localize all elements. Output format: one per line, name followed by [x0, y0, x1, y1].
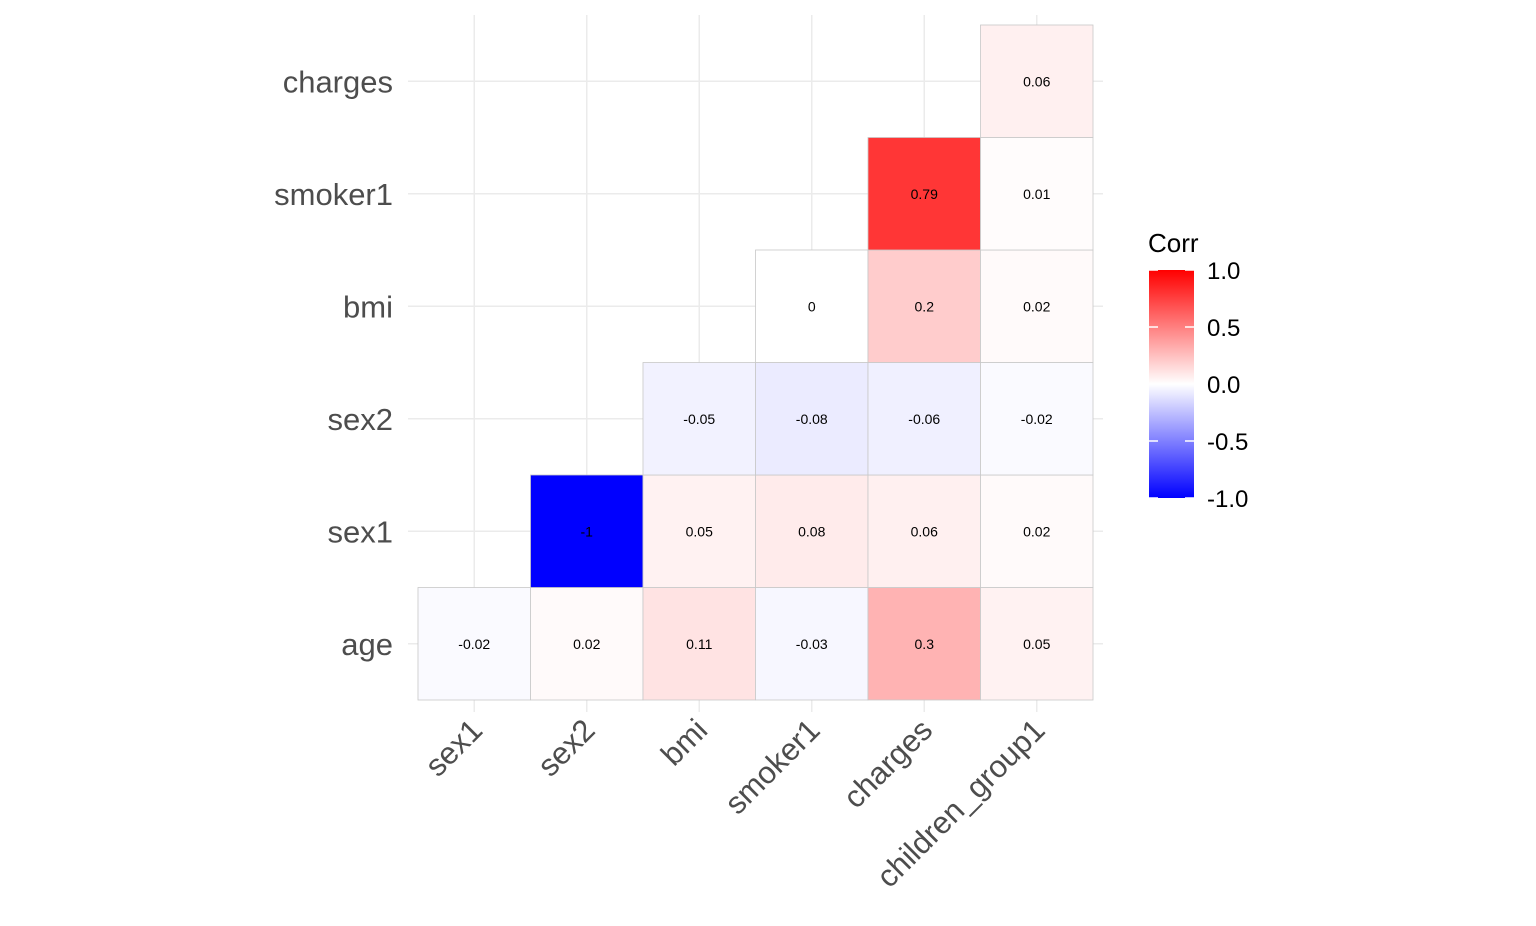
tile-sex1-bmi [642, 474, 756, 588]
heatmap-tiles [417, 24, 1094, 701]
legend-ticks: 1.0 0.5 0.0 -0.5 -1.0 [1149, 258, 1248, 513]
tile-sex2-smoker1 [755, 362, 869, 476]
cell-label-sex1-bmi: 0.05 [686, 523, 713, 539]
legend-label-1: 0.5 [1207, 315, 1240, 342]
cell-label-bmi-children-group1: 0.02 [1023, 298, 1050, 314]
cell-label-age-sex1: -0.02 [458, 636, 490, 652]
cell-label-age-bmi: 0.11 [686, 636, 712, 652]
x-tick-label-smoker1: smoker1 [718, 712, 827, 821]
x-tick-label-sex1: sex1 [418, 712, 489, 783]
cell-label-age-sex2: 0.02 [573, 636, 600, 652]
y-tick-label-bmi: bmi [343, 289, 393, 324]
y-tick-label-smoker1: smoker1 [274, 177, 393, 212]
cell-label-sex1-sex2: -1 [581, 523, 594, 539]
cell-label-smoker1-charges: 0.79 [911, 186, 938, 202]
x-tick-label-charges: charges [836, 712, 939, 815]
x-tick-label-bmi: bmi [654, 712, 714, 772]
tile-age-sex2 [530, 587, 644, 701]
cell-label-sex1-charges: 0.06 [911, 523, 938, 539]
cell-label-age-charges: 0.3 [915, 636, 935, 652]
y-tick-label-sex1: sex1 [328, 514, 393, 549]
y-axis: age sex1 sex2 bmi smoker1 charges [274, 64, 393, 662]
cell-label-sex2-children-group1: -0.02 [1021, 411, 1053, 427]
tile-sex2-children-group1 [980, 362, 1094, 476]
tile-sex2-bmi [642, 362, 756, 476]
tile-age-children-group1 [980, 587, 1094, 701]
cell-label-age-smoker1: -0.03 [796, 636, 828, 652]
tile-charges-children-group1 [980, 24, 1094, 138]
tile-age-charges [867, 587, 981, 701]
y-tick-label-sex2: sex2 [328, 402, 393, 437]
cell-label-bmi-charges: 0.2 [915, 298, 935, 314]
tile-bmi-charges [867, 249, 981, 363]
cell-label-age-children-group1: 0.05 [1023, 636, 1050, 652]
cell-label-sex2-smoker1: -0.08 [796, 411, 828, 427]
x-tick-label-sex2: sex2 [531, 712, 602, 783]
y-tick-label-age: age [341, 627, 393, 662]
cell-label-bmi-smoker1: 0 [808, 298, 816, 314]
tile-age-sex1 [417, 587, 531, 701]
tile-smoker1-charges [867, 137, 981, 251]
legend-label-2: 0.0 [1207, 372, 1240, 399]
cell-label-sex1-children-group1: 0.02 [1023, 523, 1050, 539]
legend-label-4: -1.0 [1207, 486, 1248, 513]
tile-sex1-children-group1 [980, 474, 1094, 588]
cell-label-smoker1-children-group1: 0.01 [1023, 186, 1050, 202]
tile-sex2-charges [867, 362, 981, 476]
cell-label-sex1-smoker1: 0.08 [798, 523, 825, 539]
y-tick-label-charges: charges [283, 64, 393, 99]
legend-label-0: 1.0 [1207, 258, 1240, 285]
cell-label-sex2-charges: -0.06 [908, 411, 940, 427]
legend-label-3: -0.5 [1207, 429, 1248, 456]
legend: Corr 1.0 0.5 0.0 -0.5 -1.0 [1148, 228, 1248, 513]
cell-label-sex2-bmi: -0.05 [683, 411, 715, 427]
tile-bmi-smoker1 [755, 249, 869, 363]
legend-title: Corr [1148, 228, 1199, 258]
tile-sex1-sex2 [530, 474, 644, 588]
tile-sex1-charges [867, 474, 981, 588]
tile-bmi-children-group1 [980, 249, 1094, 363]
tile-smoker1-children-group1 [980, 137, 1094, 251]
cell-label-charges-children-group1: 0.06 [1023, 73, 1050, 89]
cell-value-labels: -0.02 0.02 0.11 -0.03 0.3 0.05 -1 0.05 0.08 0.06 0… [458, 73, 1053, 652]
